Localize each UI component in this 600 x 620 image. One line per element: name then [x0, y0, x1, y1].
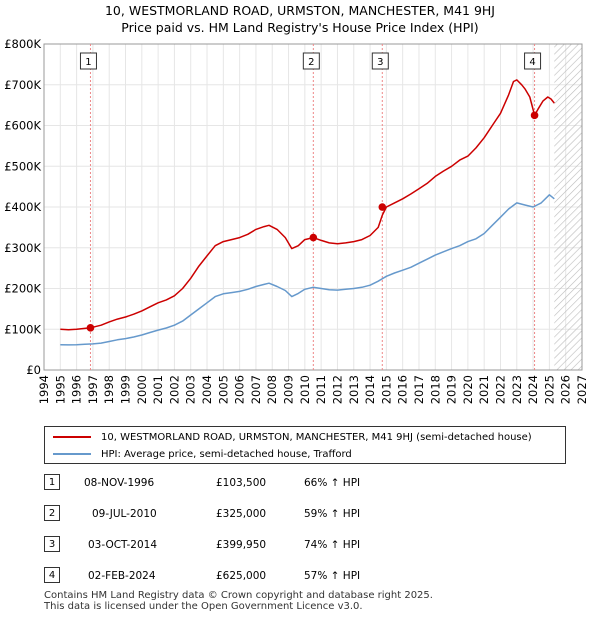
x-tick-label: 2025	[542, 375, 556, 404]
y-tick-label: £300K	[4, 241, 41, 255]
x-tick-label: 1997	[86, 375, 100, 404]
legend-label-property: 10, WESTMORLAND ROAD, URMSTON, MANCHESTE…	[101, 431, 532, 443]
transaction-row: 3 03-OCT-2014 £399,950 74% ↑ HPI	[44, 536, 564, 556]
transaction-label-frame	[79, 52, 97, 70]
x-tick-label: 2000	[135, 375, 149, 404]
x-tick-label: 2015	[379, 375, 393, 404]
transaction-hpi: 74% ↑ HPI	[304, 539, 361, 551]
x-tick-label: 2014	[363, 375, 377, 404]
transaction-date: 03-OCT-2014	[88, 539, 157, 551]
x-tick-label: 2026	[559, 375, 573, 404]
transaction-number: 3	[44, 536, 60, 552]
transaction-price: £325,000	[216, 508, 267, 520]
x-tick-label: 2008	[265, 375, 279, 404]
chart-subtitle: Price paid vs. HM Land Registry's House …	[121, 20, 479, 35]
transaction-point	[378, 203, 387, 211]
future-hatch-area	[554, 44, 582, 370]
transaction-label-box: 2	[302, 52, 320, 70]
y-tick-label: £400K	[4, 200, 41, 214]
x-tick-label: 1999	[119, 375, 133, 404]
transaction-row: 2 09-JUL-2010 £325,000 59% ↑ HPI	[44, 505, 564, 525]
transaction-point	[86, 324, 95, 332]
footer-copyright: Contains HM Land Registry data © Crown c…	[44, 590, 433, 601]
hpi-series-line	[60, 194, 555, 346]
transaction-label-frame	[371, 52, 389, 70]
transaction-price: £399,950	[216, 539, 267, 551]
price-chart: 1 2 3 4 £0 £100K £200K £300K £400K £500K £600K £70…	[4, 37, 589, 404]
x-tick-label: 2005	[216, 375, 230, 404]
x-tick-label: 2022	[493, 375, 507, 404]
legend-swatch-blue	[53, 453, 91, 455]
x-tick-label: 2027	[575, 375, 589, 404]
y-tick-label: £600K	[4, 119, 41, 133]
transaction-label-box: 4	[524, 52, 542, 70]
y-tick-label: £500K	[4, 159, 41, 173]
legend-item-hpi: HPI: Average price, semi-detached house,…	[53, 446, 352, 462]
x-tick-label: 1998	[102, 375, 116, 404]
transaction-hpi: 59% ↑ HPI	[304, 508, 361, 520]
transaction-date: 02-FEB-2024	[88, 570, 156, 582]
legend-item-property: 10, WESTMORLAND ROAD, URMSTON, MANCHESTE…	[53, 429, 532, 445]
transaction-date: 08-NOV-1996	[84, 477, 155, 489]
x-tick-label: 2012	[330, 375, 344, 404]
x-tick-label: 2001	[151, 375, 165, 404]
transaction-row: 1 08-NOV-1996 £103,500 66% ↑ HPI	[44, 474, 564, 494]
y-tick-label: £800K	[4, 37, 41, 51]
x-tick-label: 2004	[200, 375, 214, 404]
transaction-label-text: 1	[85, 57, 91, 68]
transaction-number: 2	[44, 505, 60, 521]
legend: 10, WESTMORLAND ROAD, URMSTON, MANCHESTE…	[44, 426, 566, 464]
transaction-hpi: 57% ↑ HPI	[304, 570, 361, 582]
transaction-label-text: 3	[377, 57, 383, 68]
x-tick-label: 2023	[510, 375, 524, 404]
x-tick-label: 2017	[412, 375, 426, 404]
x-tick-label: 2013	[347, 375, 361, 404]
transaction-label-frame	[302, 52, 320, 70]
transaction-label-frame	[524, 52, 542, 70]
x-tick-label: 2021	[477, 375, 491, 404]
y-tick-label: £100K	[4, 322, 41, 336]
transaction-point	[530, 111, 539, 120]
transaction-price: £103,500	[216, 477, 267, 489]
chart-title: 10, WESTMORLAND ROAD, URMSTON, MANCHESTE…	[104, 3, 495, 18]
transaction-label-box: 3	[371, 52, 389, 70]
x-tick-label: 1996	[70, 375, 84, 404]
legend-label-hpi: HPI: Average price, semi-detached house,…	[101, 448, 352, 460]
x-tick-label: 2024	[526, 375, 540, 404]
transaction-label-text: 4	[529, 57, 535, 68]
x-tick-label: 2009	[282, 375, 296, 404]
y-tick-label: £700K	[4, 78, 41, 92]
footer-licence: This data is licensed under the Open Gov…	[44, 601, 363, 612]
x-tick-label: 2003	[184, 375, 198, 404]
x-tick-label: 2020	[461, 375, 475, 404]
x-tick-label: 1994	[37, 375, 51, 404]
x-tick-label: 1995	[53, 375, 67, 404]
property-series-line	[60, 79, 555, 331]
transaction-label-box: 1	[79, 52, 97, 70]
x-tick-label: 2018	[428, 375, 442, 404]
transaction-date: 09-JUL-2010	[92, 508, 157, 520]
x-tick-label: 2010	[298, 375, 312, 404]
transaction-number: 4	[44, 567, 60, 583]
x-tick-label: 2016	[396, 375, 410, 404]
transaction-row: 4 02-FEB-2024 £625,000 57% ↑ HPI	[44, 567, 564, 587]
transaction-price: £625,000	[216, 570, 267, 582]
x-tick-label: 2019	[445, 375, 459, 404]
transaction-hpi: 66% ↑ HPI	[304, 477, 361, 489]
transaction-label-text: 2	[308, 57, 314, 68]
transaction-point	[309, 233, 318, 242]
y-tick-label: £0	[26, 363, 41, 377]
x-tick-label: 2011	[314, 375, 328, 404]
x-tick-label: 2006	[233, 375, 247, 404]
legend-swatch-red	[53, 436, 91, 438]
x-tick-label: 2007	[249, 375, 263, 404]
x-tick-label: 2002	[167, 375, 181, 404]
y-tick-label: £200K	[4, 282, 41, 296]
transaction-number: 1	[44, 474, 60, 490]
